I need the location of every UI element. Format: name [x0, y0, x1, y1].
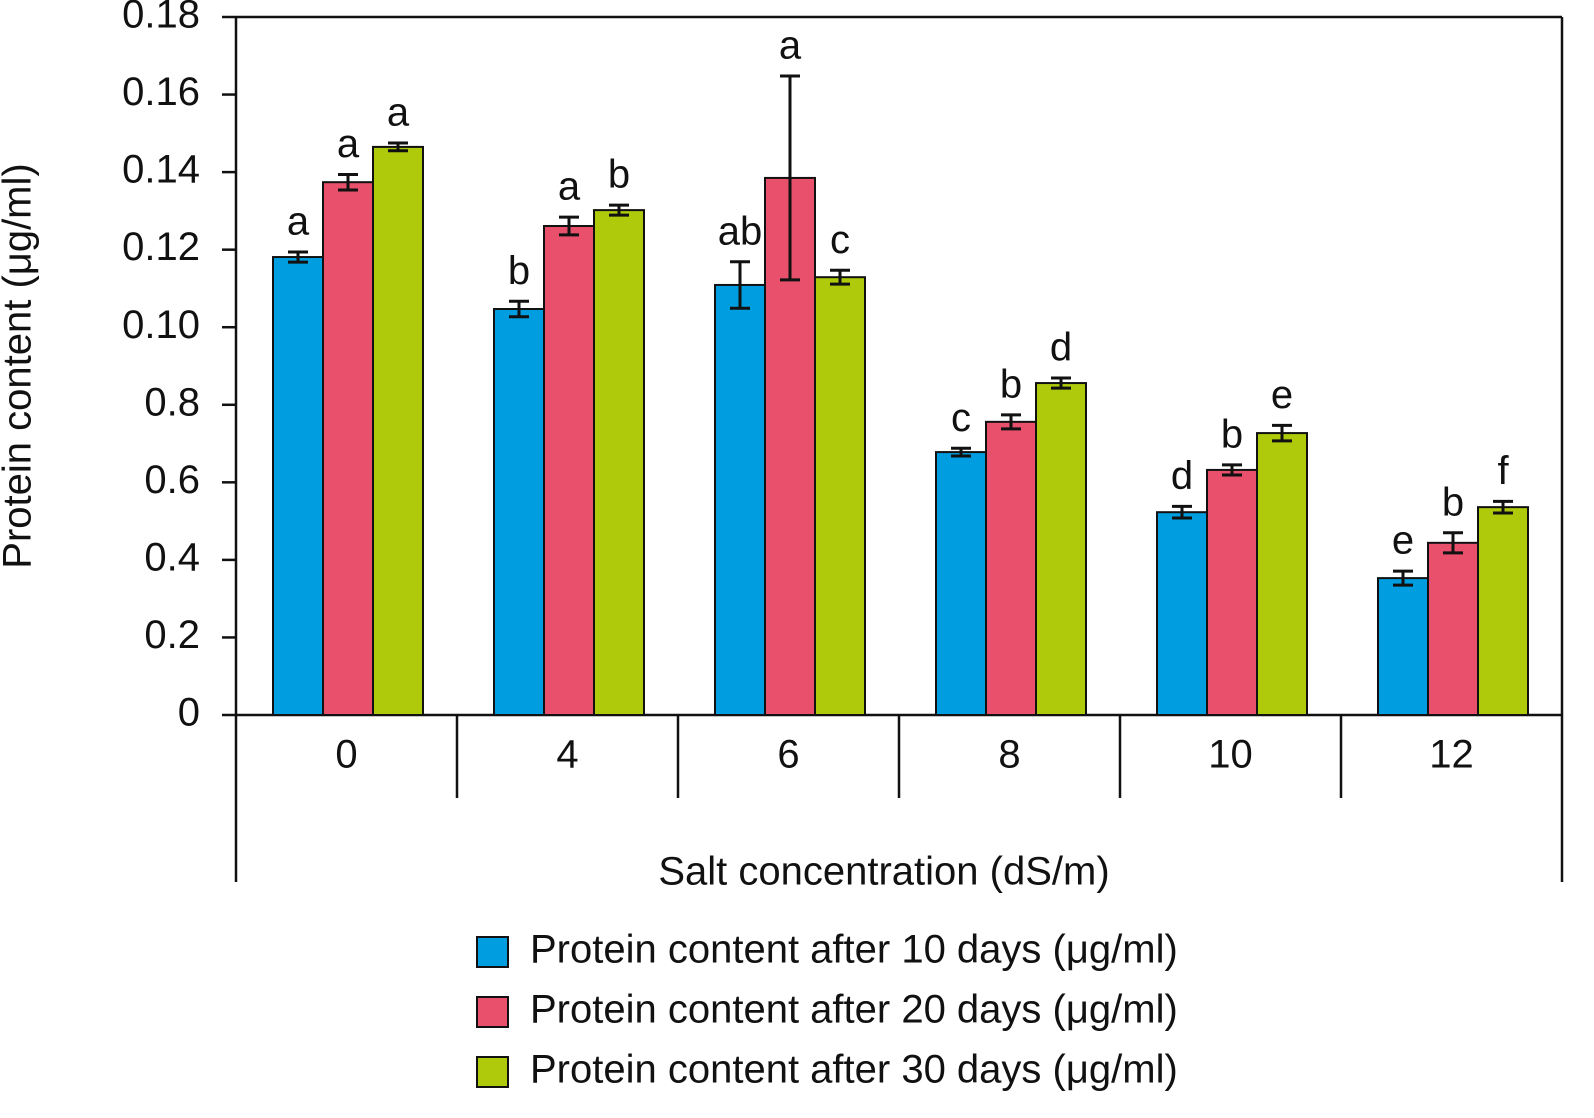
bar: [1256, 432, 1308, 716]
significance-letter: a: [287, 200, 310, 244]
legend-swatch: [476, 996, 509, 1028]
y-tick-label: 0.2: [144, 613, 200, 657]
y-axis-label: Protein content (μg/ml): [0, 163, 40, 568]
significance-letter: e: [1271, 373, 1293, 417]
bar: [1156, 511, 1208, 716]
significance-letter: b: [1221, 412, 1243, 456]
x-tick-label: 0: [335, 733, 357, 777]
bar: [322, 181, 374, 716]
legend-label: Protein content after 20 days (μg/ml): [530, 988, 1178, 1032]
legend-label: Protein content after 10 days (μg/ml): [530, 928, 1178, 972]
bar: [1377, 577, 1429, 716]
bar: [543, 225, 595, 716]
x-tick-label: 6: [777, 733, 799, 777]
x-tick-label: 10: [1208, 733, 1253, 777]
significance-letter: c: [951, 396, 971, 440]
significance-letter: c: [830, 218, 850, 262]
x-tick-label: 4: [556, 733, 578, 777]
bar: [372, 145, 424, 716]
legend-swatch: [476, 1056, 509, 1088]
y-tick-label: 0.16: [122, 70, 200, 114]
significance-letter: a: [558, 165, 581, 209]
bar: [272, 256, 324, 716]
bar: [1035, 382, 1087, 716]
bar: [1477, 506, 1529, 717]
x-tick-label: 8: [998, 733, 1020, 777]
y-tick-label: 0.14: [122, 148, 200, 192]
bar: [814, 276, 866, 716]
bar: [935, 451, 987, 716]
significance-letter: a: [779, 24, 802, 68]
x-axis-label: Salt concentration (dS/m): [658, 850, 1109, 894]
y-tick-label: 0.18: [122, 0, 200, 37]
bar: [593, 209, 645, 716]
significance-letter: b: [1442, 480, 1464, 524]
bar: [493, 307, 545, 716]
x-tick-label: 12: [1429, 733, 1474, 777]
significance-letter: b: [608, 153, 630, 197]
significance-letter: b: [508, 249, 530, 293]
legend-label: Protein content after 30 days (μg/ml): [530, 1048, 1178, 1092]
significance-letter: a: [337, 122, 360, 166]
y-tick-label: 0.10: [122, 303, 200, 347]
significance-letter: f: [1497, 449, 1509, 493]
y-tick-label: 0.4: [144, 535, 200, 579]
bar: [1427, 541, 1479, 716]
y-tick-label: 0: [178, 691, 200, 735]
bar: [1206, 468, 1258, 716]
significance-letter: a: [387, 91, 410, 135]
legend-swatch: [476, 936, 509, 968]
significance-letter: b: [1000, 362, 1022, 406]
y-tick-label: 0.6: [144, 458, 200, 502]
y-tick-label: 0.8: [144, 380, 200, 424]
bar: [985, 420, 1037, 716]
y-tick-label: 0.12: [122, 225, 200, 269]
bar: [714, 283, 766, 716]
significance-letter: e: [1392, 519, 1414, 563]
significance-letter: ab: [718, 209, 763, 253]
significance-letter: d: [1171, 454, 1193, 498]
significance-letter: d: [1050, 326, 1072, 370]
